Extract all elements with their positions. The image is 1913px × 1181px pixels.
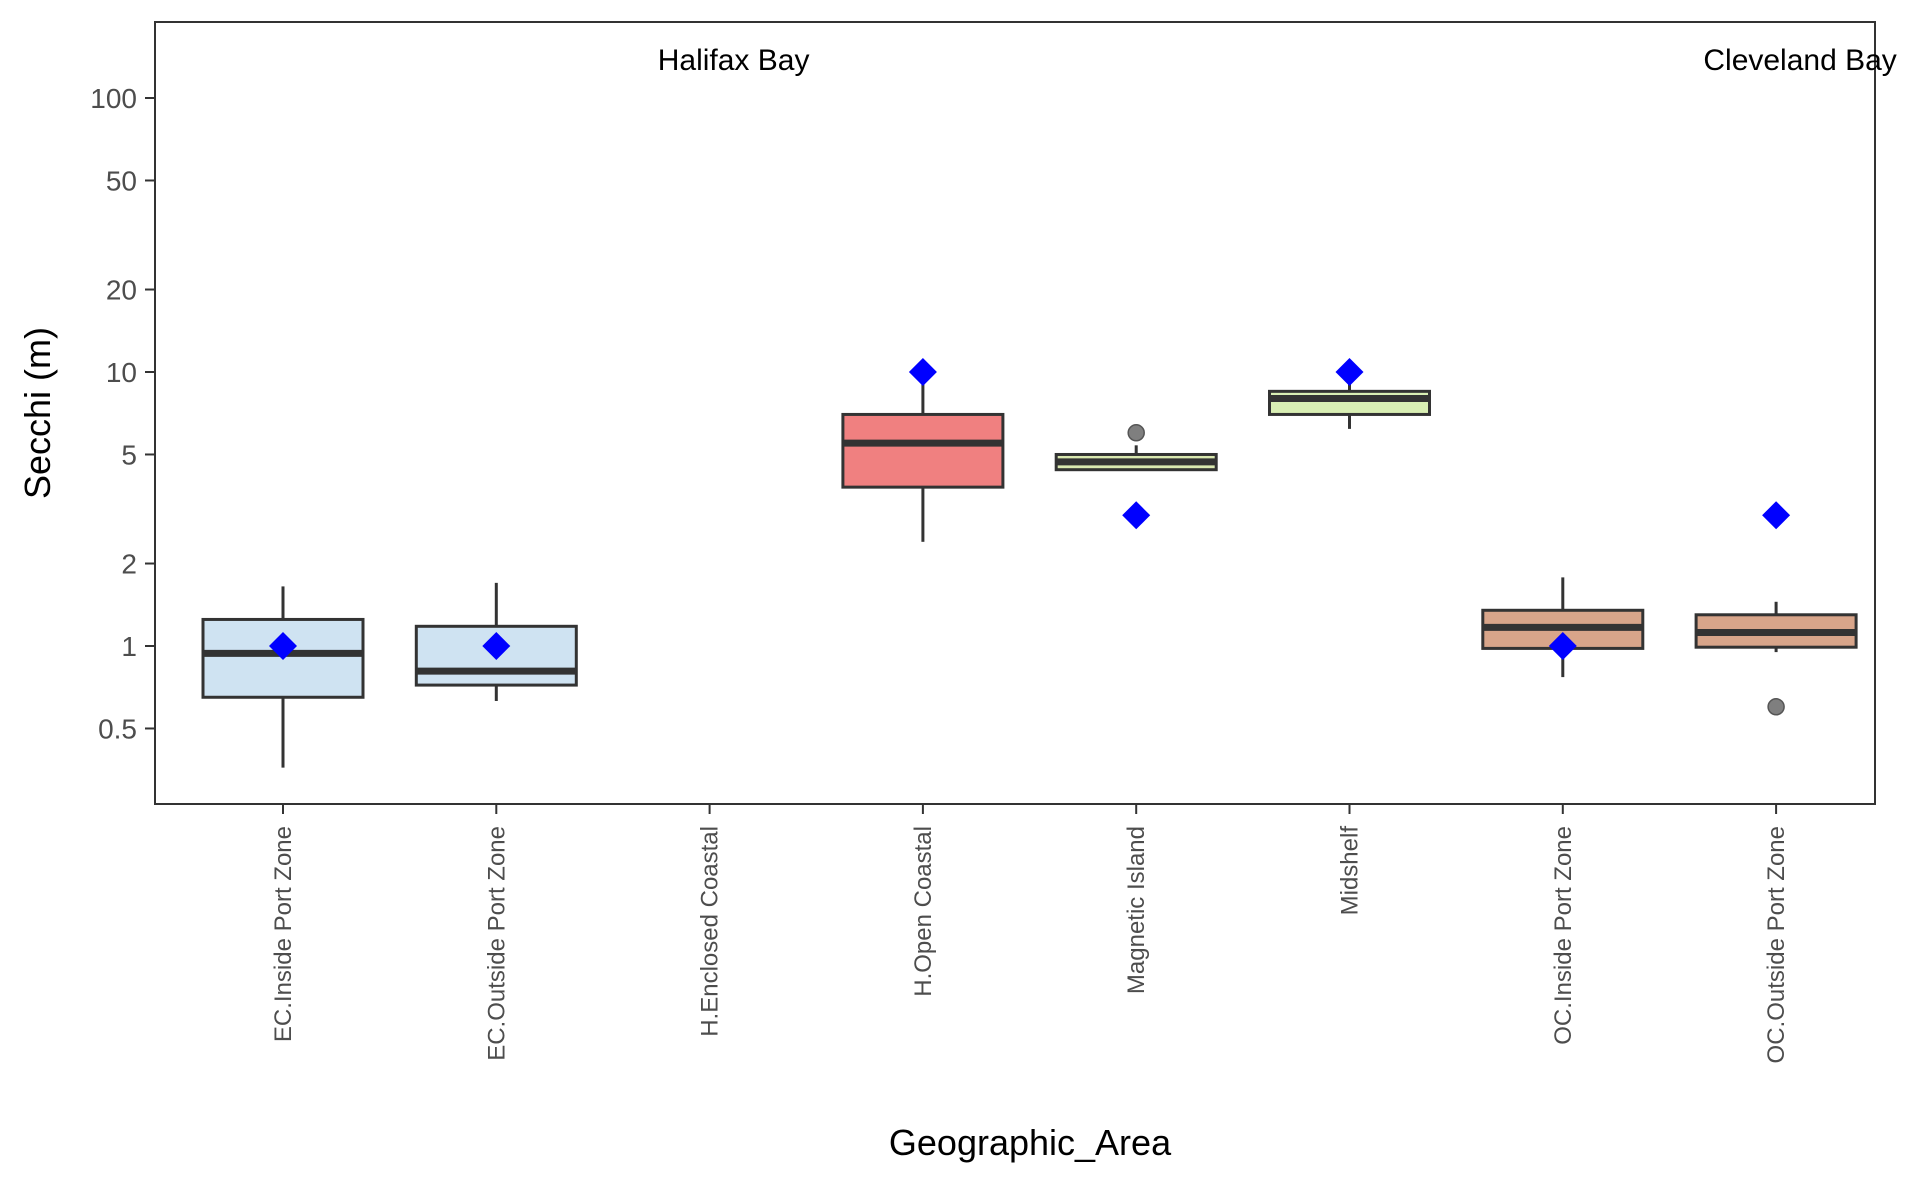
box-group [1694, 501, 1858, 716]
x-axis-title: Geographic_Area [889, 1122, 1172, 1163]
x-tick-label: EC.Inside Port Zone [270, 826, 297, 1042]
guideline-marker [908, 358, 937, 386]
x-tick-label: OC.Inside Port Zone [1550, 826, 1577, 1045]
panel-annotations: Halifax Bay Cleveland Bay [658, 44, 1897, 77]
y-tick-label: 100 [90, 83, 137, 114]
x-tick-label: Magnetic Island [1123, 826, 1150, 994]
outlier-point [1127, 424, 1145, 442]
plot-panel [154, 21, 1876, 805]
box-group [1268, 358, 1431, 429]
box-group [1481, 577, 1645, 678]
box-series [201, 358, 1858, 768]
y-tick-label: 2 [121, 549, 137, 580]
guideline-marker [1122, 501, 1151, 530]
panel-annotation: Halifax Bay [658, 44, 810, 77]
box-group [201, 586, 365, 768]
x-tick-label: OC.Outside Port Zone [1763, 826, 1790, 1063]
x-tick-label: Midshelf [1337, 826, 1364, 916]
box-body [1268, 389, 1431, 416]
y-tick-label: 1 [121, 631, 137, 662]
panel-annotation: Cleveland Bay [1703, 44, 1896, 77]
y-tick-label: 20 [106, 275, 137, 306]
box-body [841, 412, 1005, 489]
box-group [414, 582, 578, 701]
box-group [841, 358, 1005, 542]
y-tick-label: 5 [121, 439, 137, 470]
guideline-marker [482, 632, 511, 660]
guideline-marker [269, 632, 297, 660]
y-axis-title: Secchi (m) [17, 327, 58, 499]
guideline-marker [1762, 501, 1791, 530]
box-group [1054, 424, 1218, 530]
x-tick-label: EC.Outside Port Zone [483, 826, 510, 1061]
y-tick-label: 0.5 [98, 713, 137, 744]
y-tick-label: 50 [106, 165, 137, 196]
x-tick-label: H.Enclosed Coastal [697, 826, 724, 1037]
y-tick-label: 10 [106, 357, 137, 388]
outlier-point [1767, 698, 1785, 716]
y-axis: 0.5 1 2 5 10 20 50 100 [90, 83, 155, 744]
guideline-marker [1335, 358, 1364, 386]
x-axis: EC.Inside Port Zone EC.Outside Port Zone H… [270, 804, 1790, 1063]
guideline-marker [1548, 632, 1577, 660]
x-tick-label: H.Open Coastal [910, 826, 937, 997]
